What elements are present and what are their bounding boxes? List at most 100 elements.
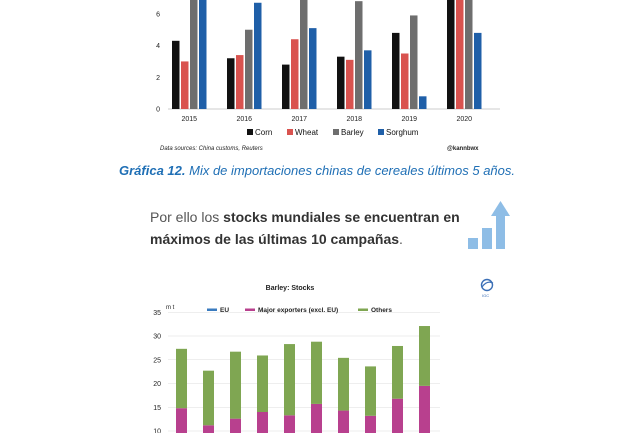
legend-label: Sorghum bbox=[386, 128, 419, 137]
bar-wheat-2017 bbox=[291, 39, 299, 109]
bars bbox=[172, 0, 482, 110]
paragraph-post: . bbox=[399, 231, 403, 247]
legend-swatch bbox=[378, 129, 384, 135]
growth-bars-arrow-icon bbox=[468, 201, 510, 249]
y-tick-label: 6 bbox=[156, 11, 160, 18]
y-tick-label: 25 bbox=[153, 357, 161, 364]
bar-barley-2020 bbox=[465, 0, 473, 109]
legend-swatch bbox=[358, 308, 368, 311]
bar-segment-major bbox=[419, 385, 430, 433]
x-tick-label: 2017 bbox=[291, 116, 307, 123]
bar-corn-2020 bbox=[447, 0, 455, 109]
bar-sorghum-2015 bbox=[199, 0, 207, 109]
bar-segment-others bbox=[392, 345, 403, 399]
legend-label: EU bbox=[220, 307, 229, 314]
legend-label: Others bbox=[371, 307, 392, 314]
bar-segment-others bbox=[230, 351, 241, 419]
barley-stocks-chart: Barley: Stocks m t 10 15 20 25 30 35 EU Major … bbox=[153, 285, 440, 433]
chart-title: Barley: Stocks bbox=[266, 285, 315, 292]
bar-segment-major bbox=[203, 425, 214, 433]
y-tick-label: 20 bbox=[153, 381, 161, 388]
bar-corn-2019 bbox=[392, 32, 400, 110]
bar-sorghum-2018 bbox=[364, 50, 372, 109]
bar-segment-major bbox=[257, 412, 268, 433]
legend-swatch bbox=[287, 129, 293, 135]
figure-caption: Gráfica 12. Mix de importaciones chinas … bbox=[0, 163, 634, 178]
x-tick-label: 2020 bbox=[456, 116, 472, 123]
bar-segment-others bbox=[338, 357, 349, 411]
bar-segment-others bbox=[176, 348, 187, 409]
legend-label: Corn bbox=[255, 128, 272, 137]
unit-label: m t bbox=[166, 305, 175, 311]
y-tick-label: 30 bbox=[153, 334, 161, 341]
bar-barley-2015 bbox=[190, 0, 198, 109]
legend-item-sorghum: Sorghum bbox=[378, 128, 419, 137]
legend-item-corn: Corn bbox=[247, 128, 272, 137]
caption-label: Gráfica 12. bbox=[119, 163, 186, 178]
bar-segment-others bbox=[311, 341, 322, 404]
legend-item-barley: Barley bbox=[333, 128, 364, 137]
igc-logo-icon: IGC bbox=[480, 278, 494, 298]
legend-swatch bbox=[245, 308, 255, 311]
bar-sorghum-2016 bbox=[254, 2, 262, 110]
stacked-bars bbox=[176, 326, 430, 433]
legend-swatch bbox=[333, 129, 339, 135]
y-tick-label: 35 bbox=[153, 310, 161, 317]
y-tick-label: 4 bbox=[156, 43, 160, 50]
bar-barley-2017 bbox=[300, 0, 308, 109]
legend-label: Major exporters (excl. EU) bbox=[258, 307, 338, 314]
y-axis: 0 2 4 6 bbox=[156, 11, 500, 114]
bar-corn-2018 bbox=[337, 56, 345, 109]
x-axis-labels: 2015 2016 2017 2018 2019 2020 bbox=[181, 116, 472, 123]
y-tick-label: 10 bbox=[153, 429, 161, 433]
x-tick-label: 2016 bbox=[236, 116, 252, 123]
bar-segment-others bbox=[284, 344, 295, 416]
paragraph-pre: Por ello los bbox=[150, 209, 224, 225]
paragraph-bold: stocks mundiales se encuentran en máximo… bbox=[150, 209, 460, 247]
bar-wheat-2020 bbox=[456, 0, 464, 109]
bar-segment-others bbox=[203, 370, 214, 426]
legend-item: Major exporters (excl. EU) bbox=[245, 307, 338, 314]
bar-segment-major bbox=[230, 418, 241, 433]
bar-wheat-2016 bbox=[236, 55, 244, 109]
china-imports-chart: 0 2 4 6 2015 2016 2017 2018 2019 2020 Corn Wheat B… bbox=[156, 0, 500, 152]
legend-swatch bbox=[247, 129, 253, 135]
y-tick-label: 0 bbox=[156, 107, 160, 114]
bar-wheat-2018 bbox=[346, 59, 354, 109]
bar-segment-major bbox=[176, 408, 187, 433]
legend-item-wheat: Wheat bbox=[287, 128, 319, 137]
bar-barley-2018 bbox=[355, 1, 363, 110]
x-tick-label: 2018 bbox=[346, 116, 362, 123]
svg-text:IGC: IGC bbox=[482, 293, 489, 298]
bar-wheat-2015 bbox=[181, 61, 189, 109]
bar-barley-2016 bbox=[245, 29, 253, 109]
body-paragraph: Por ello los stocks mundiales se encuent… bbox=[150, 206, 470, 250]
bar-sorghum-2017 bbox=[309, 28, 317, 109]
bar-segment-others bbox=[257, 355, 268, 412]
bar-segment-others bbox=[365, 366, 376, 416]
bar-segment-major bbox=[284, 415, 295, 433]
y-tick-label: 15 bbox=[153, 405, 161, 412]
bar-corn-2016 bbox=[227, 58, 235, 109]
legend-label: Wheat bbox=[295, 128, 319, 137]
legend-swatch bbox=[207, 308, 217, 311]
caption-text: Mix de importaciones chinas de cereales … bbox=[185, 163, 515, 178]
bar-corn-2015 bbox=[172, 40, 180, 109]
bar-sorghum-2019 bbox=[419, 96, 427, 109]
author-handle: @kannbwx bbox=[447, 146, 479, 152]
legend-label: Barley bbox=[341, 128, 364, 137]
bar-segment-others bbox=[419, 326, 430, 386]
source-note: Data sources: China customs, Reuters bbox=[160, 146, 263, 152]
bar-sorghum-2020 bbox=[474, 32, 482, 110]
bar-segment-major bbox=[338, 410, 349, 433]
legend-item: Others bbox=[358, 307, 392, 314]
bar-corn-2017 bbox=[282, 64, 290, 109]
bar-segment-major bbox=[311, 403, 322, 433]
legend: EU Major exporters (excl. EU) Others bbox=[207, 307, 392, 314]
bar-segment-major bbox=[392, 398, 403, 433]
bar-segment-major bbox=[365, 415, 376, 433]
x-tick-label: 2019 bbox=[401, 116, 417, 123]
bar-barley-2019 bbox=[410, 15, 418, 110]
legend: Corn Wheat Barley Sorghum bbox=[247, 128, 419, 137]
